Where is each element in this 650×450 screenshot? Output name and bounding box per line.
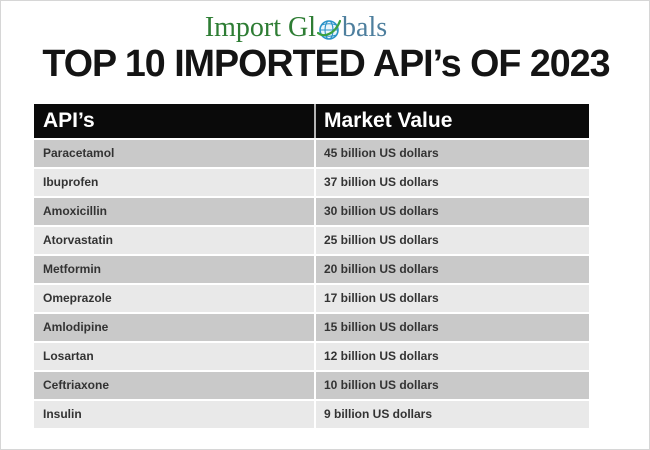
table-row: Insulin 9 billion US dollars xyxy=(34,401,589,428)
table-body: Paracetamol 45 billion US dollars Ibupro… xyxy=(34,140,589,428)
api-table: API’s Market Value Paracetamol 45 billio… xyxy=(34,104,589,428)
value-cell: 15 billion US dollars xyxy=(314,314,589,341)
table-row: Omeprazole 17 billion US dollars xyxy=(34,285,589,312)
globe-icon xyxy=(316,15,342,41)
logo-text-left: Import Gl xyxy=(204,12,317,43)
table-row: Ibuprofen 37 billion US dollars xyxy=(34,169,589,196)
api-cell: Metformin xyxy=(43,262,101,276)
api-cell: Insulin xyxy=(43,407,82,421)
import-globals-logo: Import Gl bals xyxy=(1,13,591,43)
header-api: API’s xyxy=(43,109,95,132)
table-row: Paracetamol 45 billion US dollars xyxy=(34,140,589,167)
value-cell: 10 billion US dollars xyxy=(314,372,589,399)
value-cell: 25 billion US dollars xyxy=(314,227,589,254)
api-cell: Ibuprofen xyxy=(43,175,99,189)
value-cell: 45 billion US dollars xyxy=(314,140,589,167)
page-title: TOP 10 IMPORTED API’s OF 2023 xyxy=(42,43,610,85)
api-cell: Amlodipine xyxy=(43,320,109,334)
value-cell: 37 billion US dollars xyxy=(314,169,589,196)
api-cell: Paracetamol xyxy=(43,146,115,160)
table-row: Metformin 20 billion US dollars xyxy=(34,256,589,283)
table-row: Amoxicillin 30 billion US dollars xyxy=(34,198,589,225)
api-cell: Ceftriaxone xyxy=(43,378,110,392)
value-cell: 9 billion US dollars xyxy=(314,401,589,428)
table-row: Amlodipine 15 billion US dollars xyxy=(34,314,589,341)
value-cell: 12 billion US dollars xyxy=(314,343,589,370)
table-row: Atorvastatin 25 billion US dollars xyxy=(34,227,589,254)
logo-text-right: bals xyxy=(342,12,388,43)
table-row: Losartan 12 billion US dollars xyxy=(34,343,589,370)
api-cell: Atorvastatin xyxy=(43,233,114,247)
value-cell: 20 billion US dollars xyxy=(314,256,589,283)
api-cell: Amoxicillin xyxy=(43,204,108,218)
table-header-row: API’s Market Value xyxy=(34,104,589,138)
header-market-value: Market Value xyxy=(314,104,589,138)
api-cell: Omeprazole xyxy=(43,291,112,305)
table-row: Ceftriaxone 10 billion US dollars xyxy=(34,372,589,399)
value-cell: 30 billion US dollars xyxy=(314,198,589,225)
value-cell: 17 billion US dollars xyxy=(314,285,589,312)
api-cell: Losartan xyxy=(43,349,94,363)
